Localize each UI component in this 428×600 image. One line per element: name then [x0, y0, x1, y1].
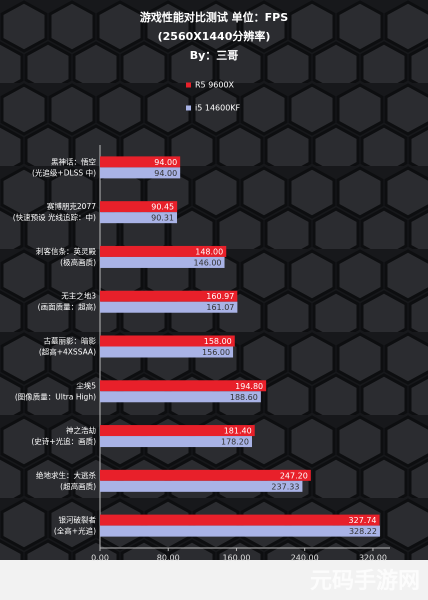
bar: [100, 201, 178, 213]
x-tick-label: 0.00: [91, 554, 109, 563]
bar: [100, 156, 181, 168]
value-label: 247.20: [280, 471, 308, 480]
footer-band: [0, 560, 428, 600]
category-label: 绝地求生：大逃杀: [36, 470, 96, 480]
bar: [100, 245, 227, 257]
bar: [100, 290, 238, 302]
bar: [100, 256, 225, 268]
bar: [100, 469, 311, 481]
value-label: 94.00: [154, 158, 177, 167]
category-label: 赛博朋克2077: [47, 201, 96, 211]
legend-swatch: [186, 82, 191, 88]
bar: [100, 212, 178, 224]
bar: [100, 167, 181, 179]
x-tick-label: 240.00: [291, 554, 319, 563]
legend-label: R5 9600X: [195, 81, 235, 90]
value-label: 90.31: [151, 214, 174, 223]
category-label: (图像质量：Ultra High): [15, 391, 96, 401]
category-label: (全高+光追): [54, 526, 96, 536]
category-label: 神之浩劫: [66, 425, 96, 435]
x-tick-label: 160.00: [222, 554, 250, 563]
bar: [100, 346, 234, 358]
bar: [100, 391, 261, 403]
category-label: (史诗+光追：画质): [31, 436, 96, 446]
bar: [100, 525, 380, 537]
bar: [100, 436, 252, 448]
value-label: 194.80: [235, 382, 263, 391]
category-label: (超高画质): [60, 481, 96, 491]
category-label: 黑神话：悟空: [51, 156, 96, 166]
value-label: 146.00: [194, 258, 222, 267]
value-label: 90.45: [151, 203, 174, 212]
value-label: 181.40: [224, 427, 252, 436]
value-label: 160.97: [206, 292, 234, 301]
category-label: (画面质量：超高): [38, 302, 96, 312]
bar: [100, 480, 303, 492]
bar: [100, 425, 255, 437]
value-label: 156.00: [202, 348, 230, 357]
x-tick-label: 320.00: [359, 554, 387, 563]
bar: [100, 301, 238, 313]
chart-title: By：三哥: [190, 49, 239, 62]
value-label: 327.74: [349, 516, 377, 525]
legend-label: i5 14600KF: [195, 104, 241, 113]
category-label: (光追级+DLSS 中): [32, 167, 96, 177]
value-label: 161.07: [206, 303, 234, 312]
value-label: 178.20: [221, 438, 249, 447]
bar: [100, 335, 235, 347]
category-label: 银河破裂者: [59, 515, 97, 525]
category-label: (超高+4XSSAA): [39, 347, 96, 357]
value-label: 94.00: [154, 169, 177, 178]
category-label: 尘埃5: [76, 380, 96, 390]
value-label: 237.33: [271, 482, 299, 491]
category-label: 无主之地3: [61, 291, 96, 301]
category-label: (极高画质): [60, 257, 96, 267]
value-label: 188.60: [230, 393, 258, 402]
category-label: 古墓丽影：暗影: [44, 336, 97, 346]
chart-title: 游戏性能对比测试 单位：FPS: [140, 10, 288, 24]
bar: [100, 514, 380, 526]
x-tick-label: 80.00: [157, 554, 180, 563]
value-label: 328.22: [349, 527, 377, 536]
bar: [100, 380, 267, 392]
value-label: 158.00: [204, 337, 232, 346]
category-label: (快速预设 光线追踪：中): [13, 212, 96, 222]
chart-title: (2560X1440分辨率): [158, 29, 271, 43]
value-label: 148.00: [195, 247, 223, 256]
watermark: 元码手游网: [310, 568, 420, 594]
category-label: 刺客信条：英灵殿: [36, 246, 96, 256]
legend-swatch: [186, 105, 191, 111]
